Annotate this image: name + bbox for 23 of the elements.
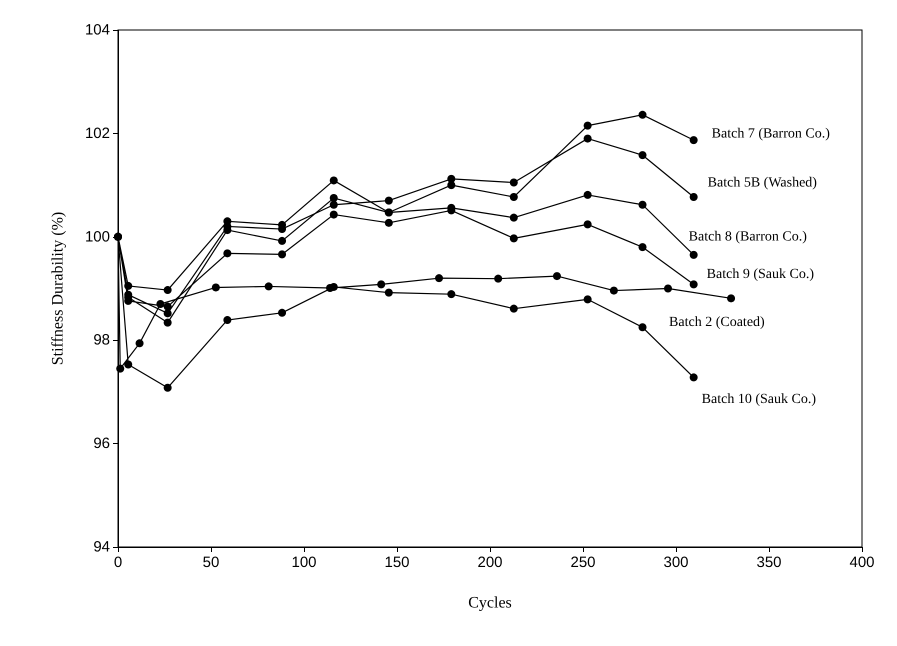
x-tick-label: 400	[849, 554, 875, 571]
series-label: Batch 7 (Barron Co.)	[712, 126, 830, 142]
x-tick-label: 350	[756, 554, 782, 571]
x-axis-title: Cycles	[468, 594, 512, 612]
x-tick-label: 50	[202, 554, 220, 571]
y-tick-label: 98	[93, 332, 110, 349]
x-tick-label: 200	[477, 554, 503, 571]
x-tick-label: 250	[570, 554, 596, 571]
series-label: Batch 5B (Washed)	[708, 175, 818, 190]
y-tick-label: 104	[84, 22, 110, 38]
y-tick-label: 102	[84, 124, 110, 142]
x-tick-label: 100	[291, 554, 317, 571]
x-tick-label: 0	[114, 554, 122, 571]
x-tick-label: 150	[384, 554, 410, 571]
series-label: Batch 9 (Sauk Co.)	[706, 266, 814, 282]
y-tick-label: 100	[84, 228, 110, 246]
series-label: Batch 8 (Barron Co.)	[688, 229, 808, 244]
series-label: Batch 2 (Coated)	[669, 314, 766, 330]
y-tick-label: 96	[93, 435, 110, 452]
y-axis-title: Stiffness Durability (%)	[50, 212, 66, 366]
y-tick-label: 94	[93, 538, 110, 556]
x-tick-label: 300	[663, 554, 689, 571]
series-label: Batch 10 (Sauk Co.)	[702, 392, 816, 407]
